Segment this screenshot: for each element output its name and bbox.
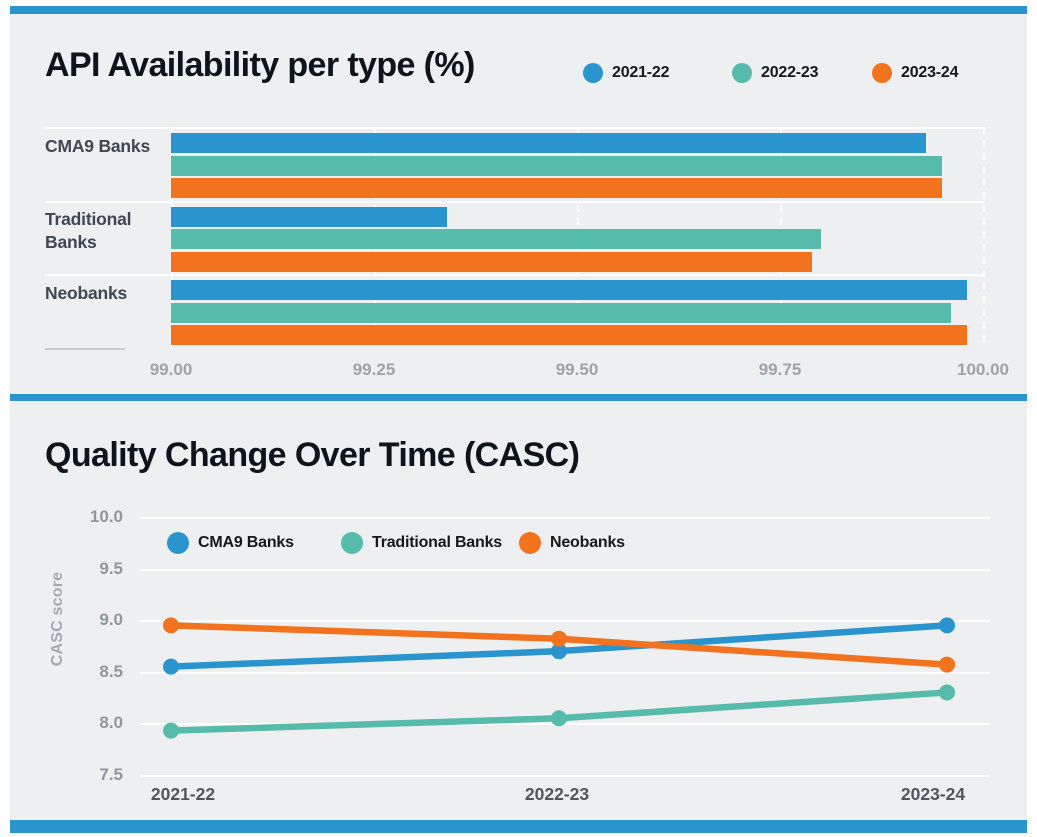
legend-label: CMA9 Banks: [198, 534, 294, 551]
legend-label: Traditional Banks: [372, 534, 502, 551]
x-tick-label: 99.50: [555, 360, 599, 379]
data-point: [163, 722, 179, 739]
legend-item: Traditional Banks: [341, 532, 502, 554]
x-category-label: 2021-22: [150, 784, 216, 804]
line-chart-panel: Quality Change Over Time (CASC) CASC sco…: [10, 401, 1027, 820]
legend-dot-icon: [341, 532, 363, 554]
legend-item: 2022-23: [732, 63, 819, 83]
x-tick-label: 99.25: [352, 360, 396, 379]
y-tick-label: 9.0: [99, 610, 123, 629]
y-gridline: [140, 620, 990, 622]
data-point: [939, 656, 955, 673]
y-gridline: [140, 569, 990, 571]
data-point: [551, 710, 567, 727]
x-tick-label: 99.75: [758, 360, 802, 379]
line-series-canvas: [163, 617, 955, 739]
data-point: [163, 658, 179, 675]
legend-dot-icon: [167, 532, 189, 554]
legend-dot-icon: [732, 63, 752, 83]
x-gridline: [983, 127, 985, 348]
data-point: [939, 617, 955, 634]
bar: [171, 207, 447, 227]
legend-item: CMA9 Banks: [167, 532, 294, 554]
row-separator: [45, 127, 985, 129]
bottom-accent-bar: [10, 820, 1027, 833]
bar-chart-panel: API Availability per type (%) 2021-22 202…: [10, 14, 1027, 394]
bar-chart-title: API Availability per type (%): [45, 46, 475, 84]
bar: [171, 280, 967, 300]
y-tick-label: 9.5: [99, 559, 123, 578]
y-gridline: [140, 775, 990, 777]
axis-baseline-stub: [45, 348, 125, 350]
x-tick-label: 99.00: [149, 360, 193, 379]
y-tick-label: 8.0: [99, 713, 123, 732]
data-point: [551, 630, 567, 647]
legend-dot-icon: [519, 532, 541, 554]
category-label: Neobanks: [45, 283, 128, 303]
y-tick-label: 7.5: [99, 765, 123, 784]
row-separator: [45, 201, 985, 203]
data-point: [551, 643, 567, 660]
row-separator: [45, 274, 985, 276]
bar: [171, 303, 951, 323]
legend-item: 2021-22: [583, 63, 670, 83]
category-label: CMA9 Banks: [45, 136, 150, 156]
line-chart-title: Quality Change Over Time (CASC): [45, 436, 580, 474]
legend-item: 2023-24: [872, 63, 959, 83]
y-gridline: [140, 517, 990, 519]
y-tick-label: 10.0: [89, 507, 123, 526]
bar: [171, 178, 942, 198]
x-tick-label: 100.00: [957, 360, 1009, 379]
y-gridline: [140, 672, 990, 674]
bar: [171, 229, 821, 249]
legend-item: Neobanks: [519, 532, 625, 554]
bar: [171, 252, 812, 272]
legend-dot-icon: [583, 63, 603, 83]
divider-accent-bar: [10, 394, 1027, 401]
y-gridline: [140, 723, 990, 725]
x-category-label: 2023-24: [900, 784, 966, 804]
bar: [171, 133, 926, 153]
data-point: [939, 684, 955, 701]
data-point: [163, 617, 179, 634]
legend-label: 2023-24: [901, 64, 959, 81]
bar: [171, 156, 942, 176]
legend-dot-icon: [872, 63, 892, 83]
legend-label: 2021-22: [612, 64, 670, 81]
legend-label: 2022-23: [761, 64, 819, 81]
category-label: Traditional Banks: [45, 209, 132, 252]
bar: [171, 325, 967, 345]
top-accent-bar: [10, 6, 1027, 14]
x-category-label: 2022-23: [524, 784, 590, 804]
legend-label: Neobanks: [550, 534, 625, 551]
y-tick-label: 8.5: [99, 662, 123, 681]
